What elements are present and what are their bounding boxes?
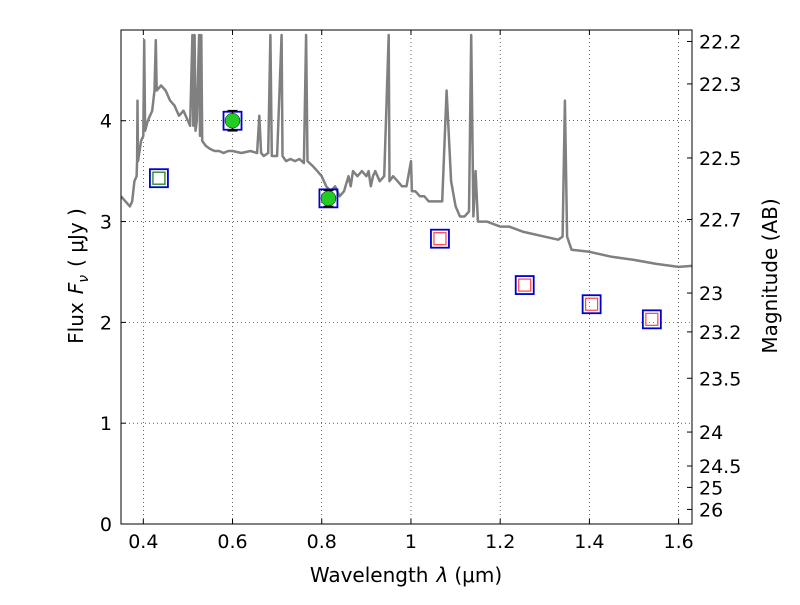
photometry-square-inner	[433, 232, 447, 246]
detection-point	[224, 112, 241, 129]
x-tick-label: 0.8	[307, 531, 337, 553]
photometry-square-inner	[645, 312, 659, 326]
photometry-square	[581, 294, 602, 315]
y2-tick-label: 23.5	[699, 368, 741, 390]
x-tick-label: 1	[405, 531, 417, 553]
y-tick-label: 2	[100, 312, 112, 334]
y-axis-label: FluxFν( μJy )	[64, 208, 92, 344]
y2-tick-label: 24	[699, 422, 723, 444]
y2-tick-label: 22.2	[699, 31, 741, 53]
photometry-square-inner	[518, 278, 532, 292]
y-tick-label: 4	[100, 111, 112, 133]
y-tick-label: 0	[100, 514, 112, 536]
y2-tick-label: 23.2	[699, 322, 741, 344]
detection-point	[320, 190, 337, 207]
photometry-square	[430, 228, 450, 249]
spectrum-series	[121, 33, 692, 269]
photometry-series	[149, 109, 662, 330]
x-tick-label: 1.4	[574, 531, 604, 553]
axis-ticks: 0.4 0.6 0.8 1 1.2 1.4 1.60123422.222.322.522.7…	[100, 30, 741, 553]
y2-tick-label: 25	[699, 477, 723, 499]
y2-tick-label: 24.5	[699, 456, 741, 478]
y-tick-label: 1	[100, 413, 112, 435]
y2-tick-label: 22.5	[699, 148, 741, 170]
photometry-square-inner	[152, 171, 166, 185]
spectrum-line	[121, 33, 692, 269]
photometry-square	[641, 309, 662, 330]
x-tick-label: 0.6	[217, 531, 247, 553]
plot-frame	[120, 29, 693, 525]
photometry-square	[149, 168, 169, 189]
x-tick-label: 1.6	[664, 531, 694, 553]
x-axis-label: Wavelength λ (μm)	[310, 563, 502, 587]
y2-tick-label: 23	[699, 283, 723, 305]
x-tick-label: 0.4	[128, 531, 158, 553]
y2-axis-label: Magnitude (AB)	[758, 198, 782, 353]
photometry-square-inner	[585, 297, 599, 311]
grid-lines	[121, 30, 692, 525]
y-tick-label: 3	[100, 212, 112, 234]
photometry-square	[318, 188, 339, 209]
y2-tick-label: 22.7	[699, 210, 741, 232]
y2-tick-label: 26	[699, 499, 723, 521]
y2-tick-label: 22.3	[699, 74, 741, 96]
photometry-square	[514, 275, 535, 295]
x-tick-label: 1.2	[485, 531, 515, 553]
